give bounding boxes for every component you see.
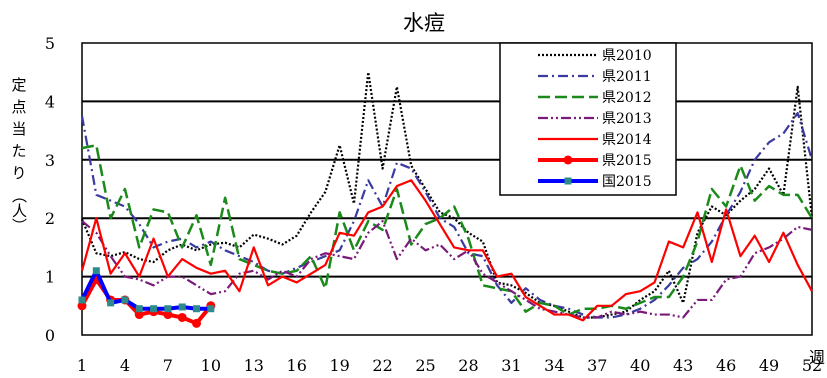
y-axis-label-char: た <box>11 142 27 160</box>
data-point <box>135 305 143 313</box>
y-axis-label-char: 当 <box>11 120 27 138</box>
series-line-3 <box>81 220 813 319</box>
data-point <box>121 296 129 304</box>
legend-label: 県2015 <box>602 153 652 169</box>
x-tick-label: 49 <box>759 356 779 375</box>
x-tick-label: 16 <box>287 356 307 375</box>
x-tick-label: 34 <box>544 356 564 375</box>
x-tick-label: 13 <box>244 356 264 375</box>
data-point <box>77 301 87 311</box>
legend-marker <box>563 155 573 165</box>
x-tick-label: 40 <box>630 356 650 375</box>
series-line-6 <box>80 268 211 311</box>
legend-label: 県2012 <box>602 90 652 106</box>
x-tick-label: 10 <box>201 356 221 375</box>
y-tick-label: 4 <box>45 92 55 111</box>
data-point <box>193 305 201 313</box>
x-tick-label: 52 <box>802 356 822 375</box>
x-tick-labels: 1 4 7 10 13 16 19 22 25 28 31 34 37 40 43 46 49 52 <box>77 356 822 375</box>
x-tick-label: 46 <box>716 356 736 375</box>
x-tick-label: 37 <box>587 356 607 375</box>
y-axis-label-char: り <box>11 164 27 182</box>
x-tick-label: 7 <box>163 356 173 375</box>
legend-label: 県2010 <box>602 48 652 64</box>
legend-marker <box>564 177 572 185</box>
x-tick-label: 1 <box>77 356 87 375</box>
series-line-1 <box>80 111 814 319</box>
y-tick-label: 2 <box>45 209 55 228</box>
x-tick-label: 22 <box>372 356 392 375</box>
x-tick-label: 31 <box>501 356 521 375</box>
data-point <box>178 303 186 311</box>
data-point <box>78 296 86 304</box>
x-tick-label: 25 <box>415 356 435 375</box>
data-point <box>177 312 187 322</box>
y-tick-label: 1 <box>45 268 55 287</box>
y-axis-label-unit: （人） <box>10 188 28 233</box>
legend: 県2010 県2011 県2012 県2013 県2014 県2015 国2015 <box>499 42 677 196</box>
x-tick-label: 43 <box>673 356 693 375</box>
series-lines <box>77 71 814 328</box>
y-axis-label-text: 定点当たり <box>11 74 26 184</box>
x-tick-label: 4 <box>120 356 130 375</box>
chart-title: 水痘 <box>403 11 445 35</box>
x-tick-label: 28 <box>458 356 478 375</box>
data-point <box>192 318 202 328</box>
data-point <box>163 310 173 320</box>
series-line-4 <box>80 179 813 322</box>
legend-label: 県2013 <box>602 111 652 127</box>
y-axis-label-char: 定 <box>11 76 27 94</box>
y-tick-label: 5 <box>45 34 55 53</box>
data-point <box>92 267 100 275</box>
x-axis-label: 週 <box>809 348 825 367</box>
series-line-2 <box>81 143 814 316</box>
data-point <box>150 305 158 313</box>
x-tick-label: 19 <box>329 356 349 375</box>
y-axis-label: 定点当たり （人） <box>6 74 32 233</box>
legend-label: 県2014 <box>602 132 652 148</box>
y-axis-label-char: 点 <box>11 98 27 116</box>
y-tick-labels: 0 1 2 3 4 5 <box>45 34 55 345</box>
y-tick-label: 0 <box>45 326 55 345</box>
data-point <box>107 299 115 307</box>
data-point <box>134 310 144 320</box>
series-line-0 <box>80 71 814 319</box>
data-point <box>164 305 172 313</box>
legend-label: 国2015 <box>602 174 652 190</box>
data-point <box>207 305 215 313</box>
legend-label: 県2011 <box>602 69 652 85</box>
y-tick-label: 3 <box>45 151 55 170</box>
grid-lines <box>81 42 813 336</box>
plot-frame <box>81 42 813 336</box>
